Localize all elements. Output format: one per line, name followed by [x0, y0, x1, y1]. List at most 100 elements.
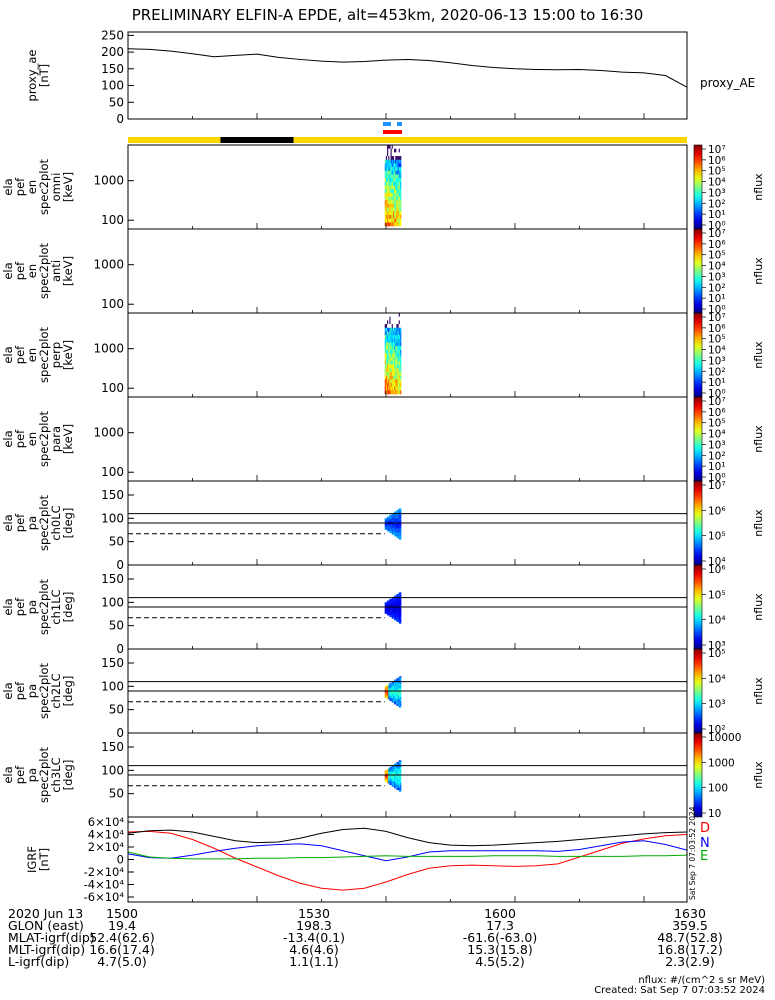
spectrogram-cell — [391, 602, 394, 605]
spectrogram-cell — [385, 349, 388, 354]
y-tick-label: 100 — [101, 465, 124, 479]
spectrogram-cell — [384, 327, 387, 332]
spectrogram-cell — [385, 203, 388, 208]
spectrogram-cell — [390, 174, 393, 179]
spectrogram-cell — [395, 335, 397, 340]
ephemeris-value: 1630 — [674, 906, 706, 921]
ylabel-word: en — [25, 432, 39, 446]
spectrogram-cell — [391, 211, 394, 216]
spectrogram-cell — [397, 781, 400, 784]
spectrogram-cell — [395, 167, 397, 172]
igrf-line-total — [127, 827, 688, 847]
y-tick-label: 250 — [101, 28, 124, 42]
spectrogram-cell — [387, 207, 389, 212]
spectrogram-cell — [384, 379, 387, 384]
spectrogram-cell — [396, 786, 398, 789]
spectrogram-cell — [387, 607, 389, 609]
spectrogram-cell — [394, 327, 396, 332]
spectrogram-cell — [387, 163, 389, 168]
ylabel-word: [deg] — [61, 676, 75, 707]
spectrogram-cell — [399, 592, 402, 595]
spectrogram-cell — [385, 342, 388, 347]
spectrogram-cell — [398, 786, 401, 789]
colorbar-tick-label: 10⁰ — [708, 388, 726, 400]
spectrogram-cell — [396, 692, 398, 695]
spectrogram-cell — [397, 320, 400, 325]
colorbar-tick-label: 10⁶ — [708, 323, 726, 335]
spectrogram-cell — [399, 390, 402, 395]
spectrogram-cell — [399, 316, 402, 321]
colorbar-tick-label: 10¹ — [708, 377, 726, 389]
spectrogram-cell — [390, 518, 393, 521]
spectrogram-cell — [399, 784, 402, 787]
spectrogram-cell — [394, 529, 396, 532]
spectrogram-cell — [392, 514, 395, 517]
spectrogram-cell — [396, 595, 398, 598]
spectrogram-cell — [397, 610, 400, 613]
y-tick-label: 50 — [109, 703, 124, 717]
spectrogram-cell — [385, 152, 388, 157]
ylabel-word: en — [25, 348, 39, 362]
spectrogram-cell — [394, 174, 396, 179]
spectrogram-cell — [396, 600, 398, 603]
spectrogram-cell — [394, 691, 396, 693]
spectrogram-cell — [392, 697, 395, 700]
spectrogram-cell — [398, 600, 401, 603]
spectrogram-cell — [384, 694, 387, 697]
spectrogram-cell — [396, 327, 398, 332]
spectrogram-cell — [390, 382, 393, 387]
spectrogram-cell — [399, 218, 402, 223]
spectrogram-cell — [389, 167, 391, 172]
spectrogram-cell — [397, 167, 400, 172]
spectrogram-cell — [388, 327, 390, 332]
spectrogram-cell — [391, 163, 394, 168]
spectrogram-cell — [390, 167, 393, 172]
spectrogram-cell — [385, 200, 388, 205]
spectrogram-cell — [399, 781, 402, 784]
spectrogram-cell — [398, 779, 401, 782]
ylabel-word: en — [25, 264, 39, 278]
spectrogram-cell — [397, 360, 400, 365]
spectrogram-cell — [390, 181, 393, 186]
spectrogram-cell — [392, 783, 395, 786]
spectrogram-cell — [391, 694, 394, 697]
spectrogram-cell — [384, 524, 387, 527]
ephemeris-value: 15.3(15.8) — [467, 942, 533, 957]
spectrogram-cell — [388, 152, 390, 157]
spectrogram-cell — [392, 613, 395, 616]
spectrogram-cell — [396, 516, 398, 519]
spectrogram-cell — [388, 602, 390, 605]
spectrogram-cell — [394, 531, 396, 534]
y-tick-label: 50 — [109, 787, 124, 801]
spectrogram-cell — [396, 156, 398, 161]
colorbar-label: nflux — [752, 425, 765, 453]
spectrogram-cell — [384, 320, 387, 325]
spectrogram-cell — [389, 608, 391, 611]
spectrogram-cell — [384, 349, 387, 354]
spectrogram-cell — [395, 611, 397, 614]
spectrogram-cell — [397, 788, 400, 790]
spectrogram-cell — [389, 610, 391, 613]
spectrogram-cell — [398, 353, 401, 358]
spectrogram-cell — [398, 784, 401, 787]
spectrogram-cell — [399, 514, 402, 517]
spectrogram-cell — [392, 218, 395, 223]
colorbar-tick-label: 10⁶ — [708, 564, 726, 576]
spectrogram-cell — [384, 346, 387, 351]
spectrogram-cell — [391, 779, 394, 782]
spectrogram-cell — [394, 679, 396, 682]
spectrogram-cell — [397, 375, 400, 380]
spectrogram-cell — [389, 603, 391, 606]
spectrogram-cell — [399, 677, 402, 680]
spectrogram-cell — [395, 519, 397, 522]
spectrogram-cell — [390, 610, 393, 613]
colorbar-label: nflux — [752, 761, 765, 789]
spectrogram-cell — [392, 600, 395, 603]
colorbar-tick-label: 10 — [708, 808, 721, 820]
spectrogram-cell — [388, 691, 390, 693]
spectrogram-cell — [392, 211, 395, 216]
spectrogram-cell — [384, 152, 387, 157]
